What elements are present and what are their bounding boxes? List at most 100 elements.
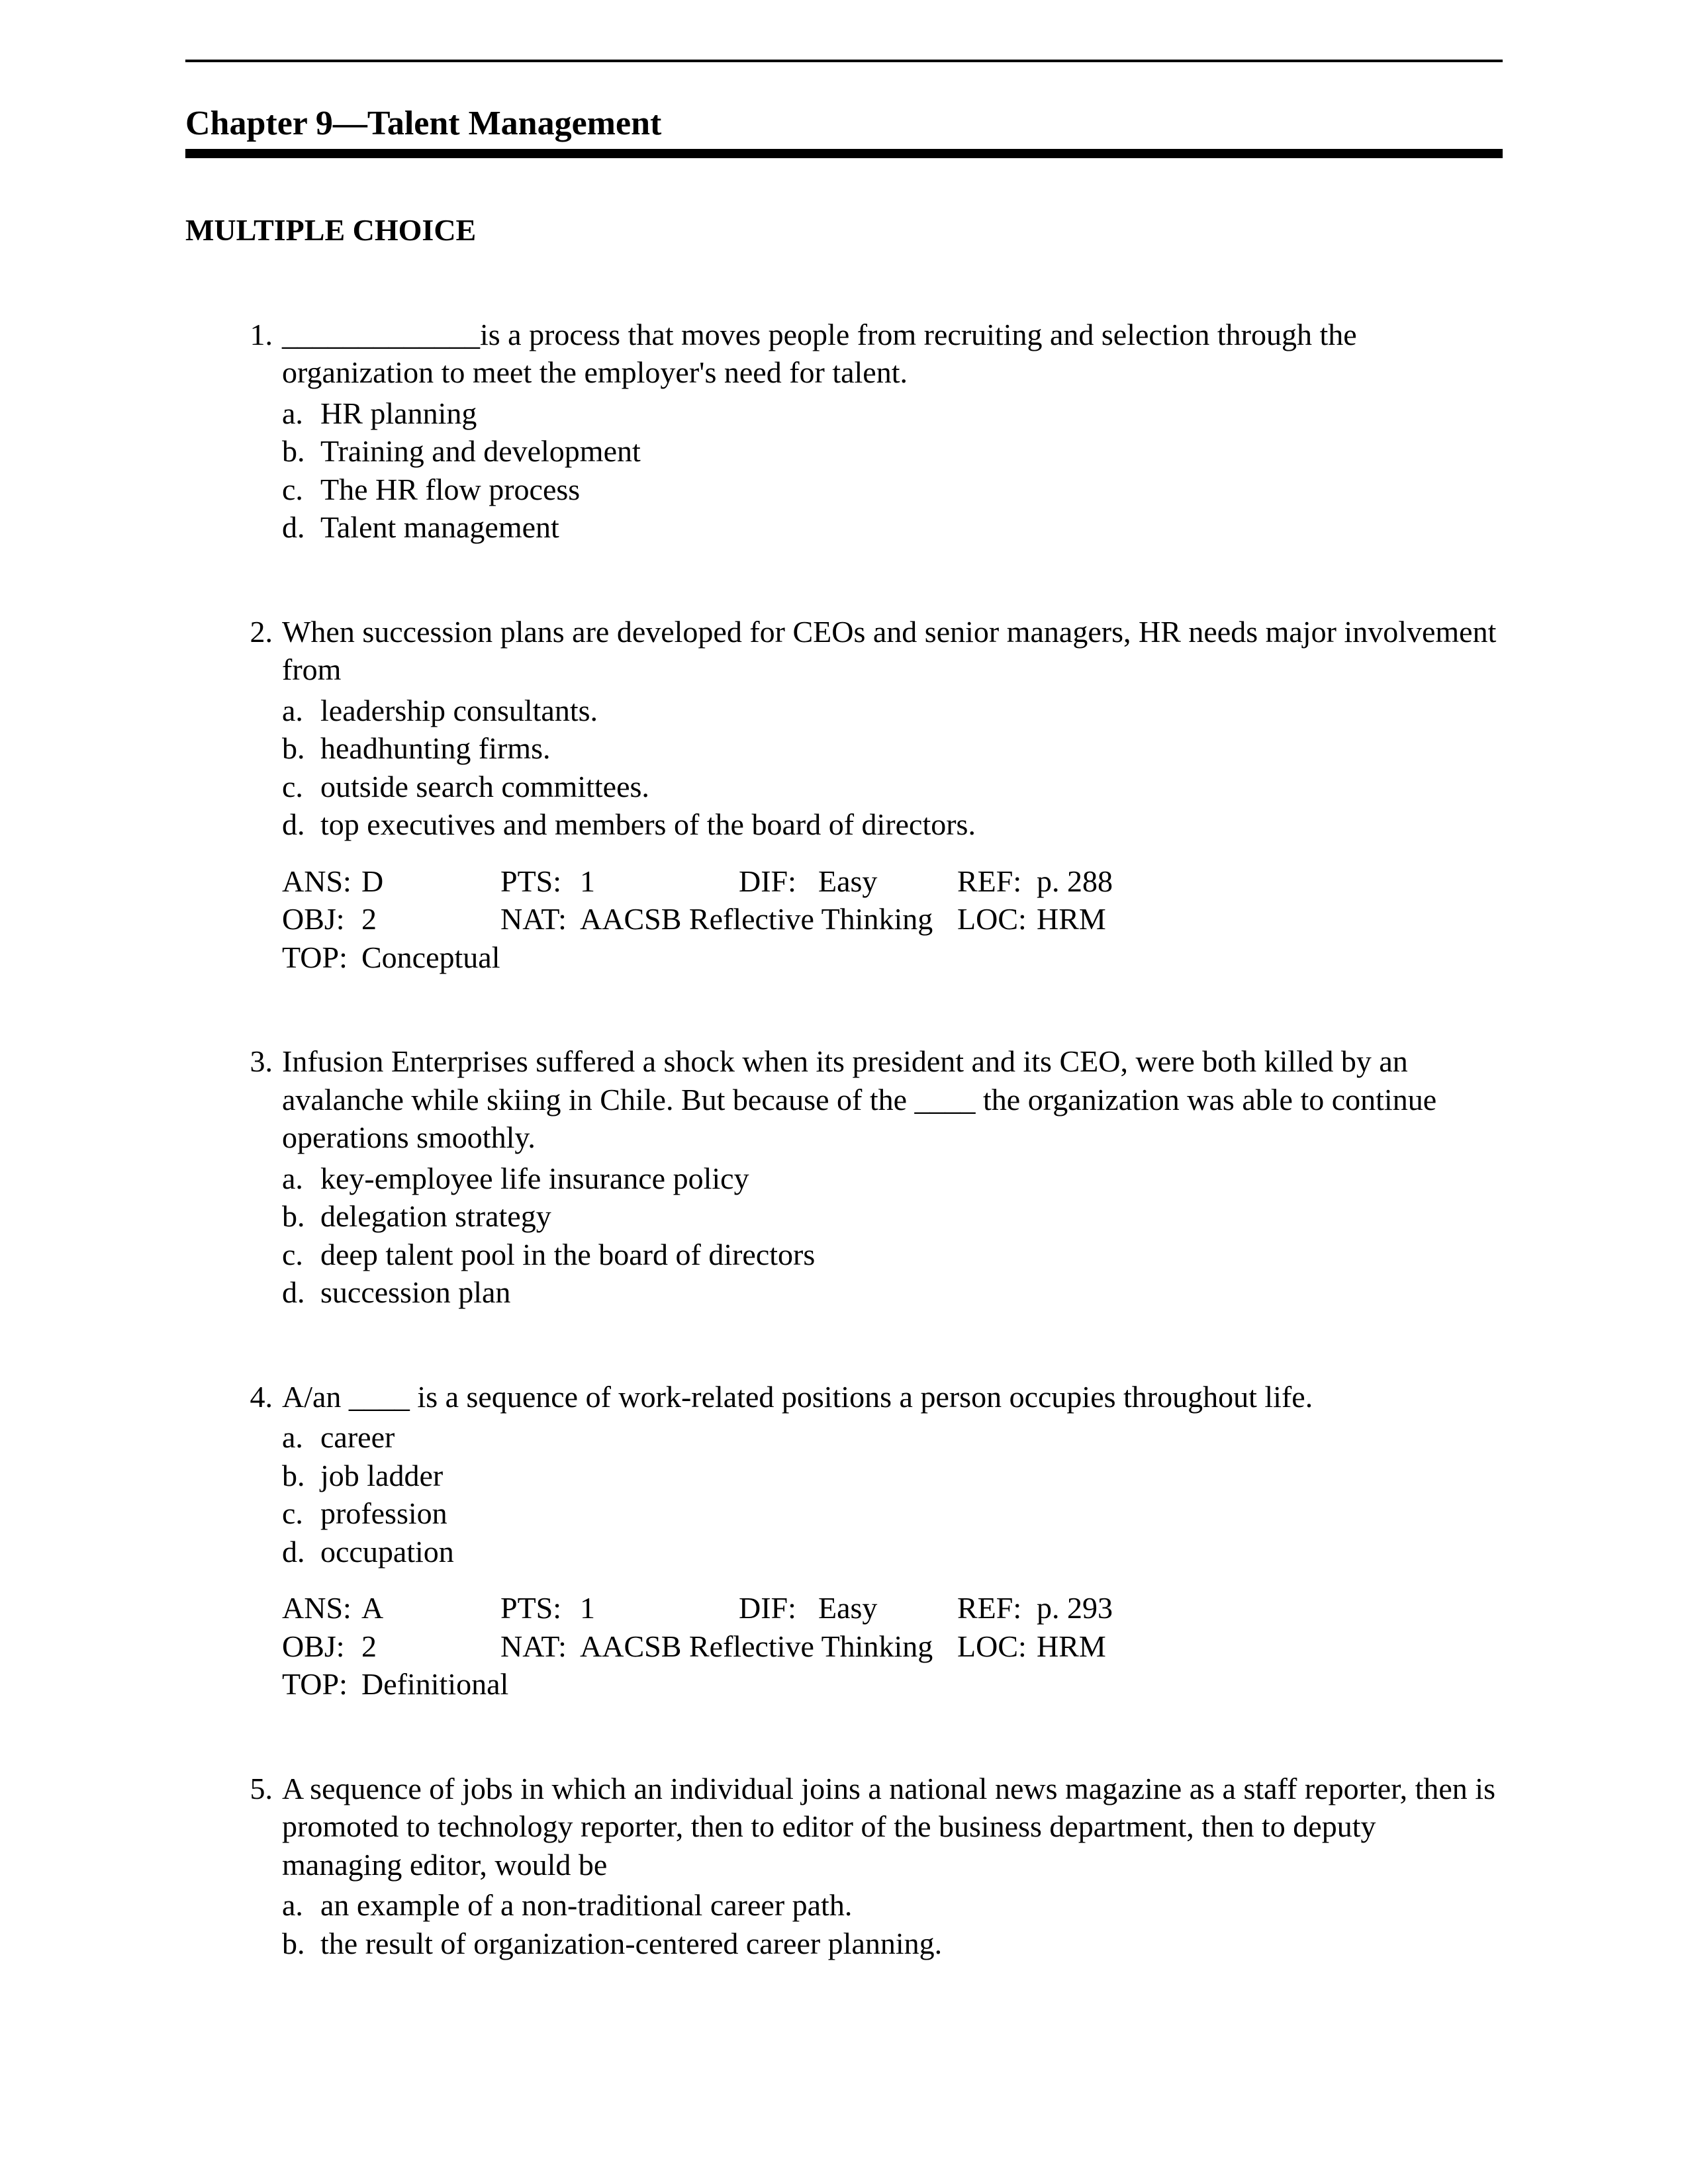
question: 3. Infusion Enterprises suffered a shock… <box>225 1042 1503 1312</box>
option-text: top executives and members of the board … <box>320 805 1503 844</box>
question: 2. When succession plans are developed f… <box>225 613 1503 977</box>
option-text: career <box>320 1418 1503 1457</box>
option-text: Talent management <box>320 508 1503 547</box>
meta-value-dif: Easy <box>818 1589 957 1627</box>
option: a.key-employee life insurance policy <box>282 1160 1503 1198</box>
option: b.headhunting firms. <box>282 729 1503 768</box>
meta-value-dif: Easy <box>818 862 957 901</box>
meta-value-ref: p. 293 <box>1037 1589 1113 1627</box>
option: b.the result of organization-centered ca… <box>282 1925 1503 1963</box>
question: 4. A/an ____ is a sequence of work-relat… <box>225 1378 1503 1704</box>
option-letter: c. <box>282 768 320 806</box>
options: a.career b.job ladder c.profession d.occ… <box>282 1418 1503 1570</box>
option-text: occupation <box>320 1533 1503 1571</box>
meta-row: OBJ: 2 NAT: AACSB Reflective Thinking LO… <box>282 900 1503 938</box>
option-letter: c. <box>282 471 320 509</box>
meta-value-pts: 1 <box>580 1589 739 1627</box>
question-stem: A sequence of jobs in which an individua… <box>282 1770 1503 1884</box>
question-body: _____________is a process that moves peo… <box>282 316 1503 547</box>
option-letter: d. <box>282 508 320 547</box>
answer-meta: ANS: D PTS: 1 DIF: Easy REF: p. 288 OBJ:… <box>282 862 1503 977</box>
question-number: 4. <box>225 1378 282 1704</box>
meta-value-obj: 2 <box>361 900 500 938</box>
option-letter: b. <box>282 1197 320 1236</box>
meta-value-ref: p. 288 <box>1037 862 1113 901</box>
question-number: 1. <box>225 316 282 547</box>
meta-label-top: TOP: <box>282 1665 361 1704</box>
meta-row: ANS: D PTS: 1 DIF: Easy REF: p. 288 <box>282 862 1503 901</box>
question-number: 2. <box>225 613 282 977</box>
option-letter: b. <box>282 432 320 471</box>
question: 1. _____________is a process that moves … <box>225 316 1503 547</box>
question-stem: A/an ____ is a sequence of work-related … <box>282 1378 1503 1416</box>
meta-row: ANS: A PTS: 1 DIF: Easy REF: p. 293 <box>282 1589 1503 1627</box>
option-letter: a. <box>282 394 320 433</box>
option: c.The HR flow process <box>282 471 1503 509</box>
option-text: outside search committees. <box>320 768 1503 806</box>
question-body: A/an ____ is a sequence of work-related … <box>282 1378 1503 1704</box>
option: c.profession <box>282 1494 1503 1533</box>
option-text: deep talent pool in the board of directo… <box>320 1236 1503 1274</box>
section-header: MULTIPLE CHOICE <box>185 211 1503 250</box>
meta-label-top: TOP: <box>282 938 361 977</box>
option-text: headhunting firms. <box>320 729 1503 768</box>
meta-label-loc: LOC: <box>957 900 1037 938</box>
question-number: 3. <box>225 1042 282 1312</box>
option-letter: d. <box>282 805 320 844</box>
option: a.an example of a non-traditional career… <box>282 1886 1503 1925</box>
option-text: job ladder <box>320 1457 1503 1495</box>
meta-value-nat: AACSB Reflective Thinking <box>580 900 957 938</box>
meta-label-nat: NAT: <box>500 900 580 938</box>
option-text: The HR flow process <box>320 471 1503 509</box>
option-letter: c. <box>282 1236 320 1274</box>
option-text: HR planning <box>320 394 1503 433</box>
option: b.delegation strategy <box>282 1197 1503 1236</box>
chapter-title: Chapter 9—Talent Management <box>185 102 1503 145</box>
question-body: When succession plans are developed for … <box>282 613 1503 977</box>
meta-value-nat: AACSB Reflective Thinking <box>580 1627 957 1666</box>
meta-label-pts: PTS: <box>500 1589 580 1627</box>
option-text: an example of a non-traditional career p… <box>320 1886 1503 1925</box>
option: b.Training and development <box>282 432 1503 471</box>
meta-label-nat: NAT: <box>500 1627 580 1666</box>
meta-value-loc: HRM <box>1037 900 1106 938</box>
document-page: Chapter 9—Talent Management MULTIPLE CHO… <box>0 0 1688 2184</box>
meta-label-ans: ANS: <box>282 1589 361 1627</box>
meta-value-ans: D <box>361 862 500 901</box>
option-letter: a. <box>282 1418 320 1457</box>
option: a.career <box>282 1418 1503 1457</box>
question-number: 5. <box>225 1770 282 1963</box>
options: a.leadership consultants. b.headhunting … <box>282 692 1503 844</box>
option: c.outside search committees. <box>282 768 1503 806</box>
option-letter: a. <box>282 692 320 730</box>
option-letter: b. <box>282 1457 320 1495</box>
option-letter: c. <box>282 1494 320 1533</box>
meta-label-ans: ANS: <box>282 862 361 901</box>
meta-value-top: Definitional <box>361 1665 508 1704</box>
option-text: Training and development <box>320 432 1503 471</box>
option: d.succession plan <box>282 1273 1503 1312</box>
meta-value-top: Conceptual <box>361 938 500 977</box>
questions-container: 1. _____________is a process that moves … <box>225 316 1503 1963</box>
question: 5. A sequence of jobs in which an indivi… <box>225 1770 1503 1963</box>
options: a.key-employee life insurance policy b.d… <box>282 1160 1503 1312</box>
meta-label-obj: OBJ: <box>282 1627 361 1666</box>
meta-value-loc: HRM <box>1037 1627 1106 1666</box>
option-letter: a. <box>282 1886 320 1925</box>
question-stem: Infusion Enterprises suffered a shock wh… <box>282 1042 1503 1157</box>
meta-label-dif: DIF: <box>739 862 818 901</box>
option-letter: b. <box>282 1925 320 1963</box>
answer-meta: ANS: A PTS: 1 DIF: Easy REF: p. 293 OBJ:… <box>282 1589 1503 1704</box>
meta-value-pts: 1 <box>580 862 739 901</box>
option: d.occupation <box>282 1533 1503 1571</box>
meta-row: TOP: Definitional <box>282 1665 1503 1704</box>
question-body: Infusion Enterprises suffered a shock wh… <box>282 1042 1503 1312</box>
option-text: the result of organization-centered care… <box>320 1925 1503 1963</box>
title-underline-rule <box>185 149 1503 158</box>
meta-value-obj: 2 <box>361 1627 500 1666</box>
options: a.HR planning b.Training and development… <box>282 394 1503 547</box>
meta-label-pts: PTS: <box>500 862 580 901</box>
option-letter: d. <box>282 1533 320 1571</box>
meta-label-loc: LOC: <box>957 1627 1037 1666</box>
question-stem: When succession plans are developed for … <box>282 613 1503 689</box>
